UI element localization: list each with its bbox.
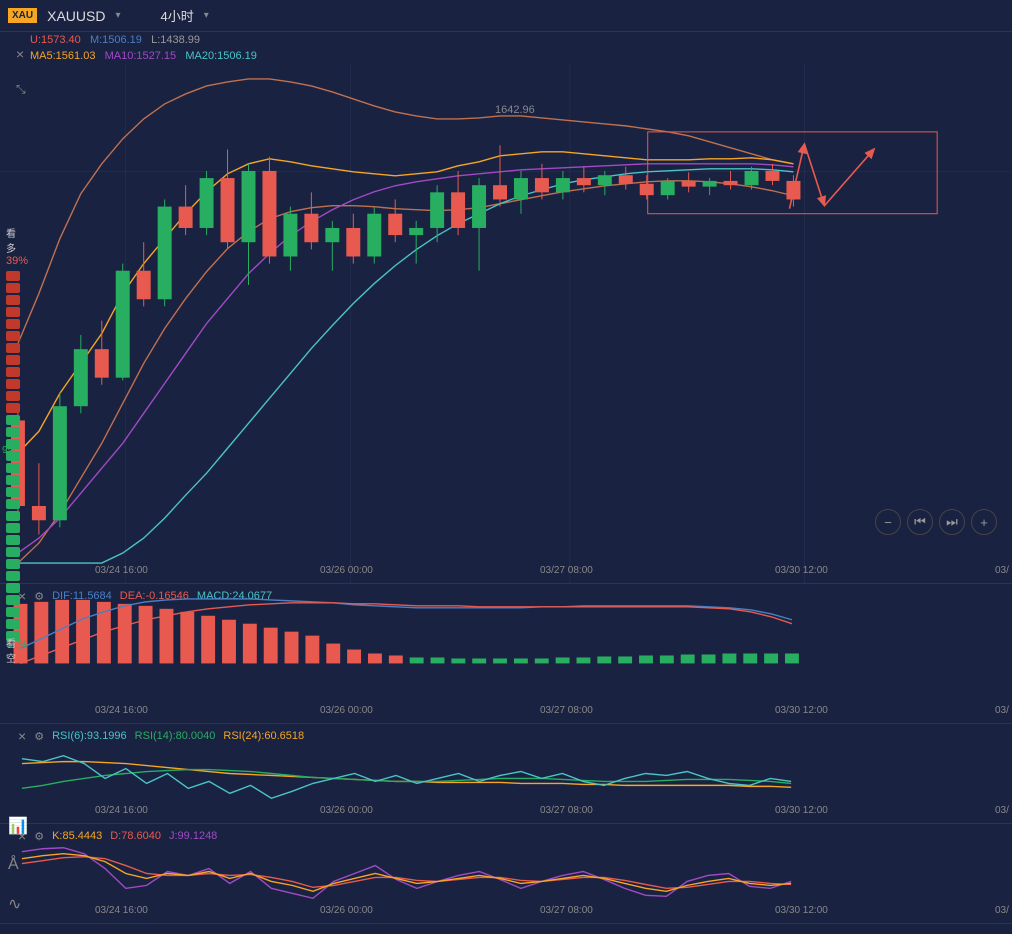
skip-back-button[interactable]: ⏮ bbox=[907, 509, 933, 535]
x-axis: 03/24 16:00 03/26 00:00 03/27 08:00 03/30 1… bbox=[0, 805, 1012, 823]
x-tick: 03/24 16:00 bbox=[95, 905, 148, 916]
macd-panel[interactable]: × ⚙ DIF:11.5684 DEA:-0.16546 MACD:24.067… bbox=[0, 584, 1012, 724]
compass-icon[interactable]: Å bbox=[8, 856, 28, 874]
kdj-panel[interactable]: × ⚙ K:85.4443 D:78.6040 J:99.1248 03/24 … bbox=[0, 824, 1012, 924]
x-tick: 03/26 00:00 bbox=[320, 705, 373, 716]
ohlc-m: M:1506.19 bbox=[90, 34, 142, 46]
x-tick: 03/ bbox=[995, 565, 1009, 576]
ma10-label: MA10:1527.15 bbox=[105, 50, 177, 62]
x-tick: 03/30 12:00 bbox=[775, 905, 828, 916]
close-icon[interactable]: × bbox=[16, 46, 24, 62]
skip-forward-button[interactable]: ⏭ bbox=[939, 509, 965, 535]
x-tick: 03/30 12:00 bbox=[775, 805, 828, 816]
x-tick: 03/30 12:00 bbox=[775, 705, 828, 716]
x-tick: 03/ bbox=[995, 705, 1009, 716]
x-tick: 03/26 00:00 bbox=[320, 805, 373, 816]
chevron-down-icon[interactable]: ▾ bbox=[115, 10, 120, 21]
x-axis: 03/24 16:00 03/26 00:00 03/27 08:00 03/30 1… bbox=[0, 705, 1012, 723]
x-tick: 03/ bbox=[995, 905, 1009, 916]
sentiment-gauge: 看多 39% 99 61% 看空 bbox=[6, 225, 22, 665]
drawing-tools: 📊 Å ∿ bbox=[8, 816, 28, 914]
ma20-label: MA20:1506.19 bbox=[185, 50, 257, 62]
ma5-label: MA5:1561.03 bbox=[30, 50, 95, 62]
symbol-name[interactable]: XAUUSD bbox=[47, 8, 105, 24]
symbol-badge: XAU bbox=[8, 8, 37, 23]
ohlc-readout: U:1573.40 M:1506.19 L:1438.99 bbox=[0, 32, 1012, 48]
chevron-down-icon[interactable]: ▾ bbox=[204, 10, 209, 21]
bar-chart-icon[interactable]: 📊 bbox=[8, 816, 28, 836]
x-tick: 03/27 08:00 bbox=[540, 565, 593, 576]
bear-label: 看空 bbox=[6, 635, 22, 665]
timeframe-selector[interactable]: 4小时 bbox=[161, 6, 194, 25]
x-tick: 03/ bbox=[995, 805, 1009, 816]
x-tick: 03/24 16:00 bbox=[95, 805, 148, 816]
ohlc-l: L:1438.99 bbox=[151, 34, 200, 46]
zoom-controls: − ⏮ ⏭ + bbox=[875, 509, 997, 535]
x-tick: 03/27 08:00 bbox=[540, 805, 593, 816]
ma-readout: MA5:1561.03 MA10:1527.15 MA20:1506.19 bbox=[0, 48, 1012, 64]
zoom-in-button[interactable]: + bbox=[971, 509, 997, 535]
x-tick: 03/27 08:00 bbox=[540, 705, 593, 716]
chart-header: XAU XAUUSD ▾ 4小时 ▾ bbox=[0, 0, 1012, 32]
main-price-chart[interactable]: 1642.96 − ⏮ ⏭ + 03/24 16:0003/26 00:0003… bbox=[0, 64, 1012, 584]
x-tick: 03/30 12:00 bbox=[775, 565, 828, 576]
price-side: 99 bbox=[2, 445, 13, 456]
rsi-panel[interactable]: × ⚙ RSI(6):93.1996 RSI(14):80.0040 RSI(2… bbox=[0, 724, 1012, 824]
price-high-label: 1642.96 bbox=[495, 104, 535, 116]
bull-pct: 39% bbox=[6, 255, 22, 267]
pulse-icon[interactable]: ∿ bbox=[8, 894, 28, 914]
x-tick: 03/26 00:00 bbox=[320, 905, 373, 916]
bull-label: 看多 bbox=[6, 225, 22, 255]
x-tick: 03/27 08:00 bbox=[540, 905, 593, 916]
x-axis: 03/24 16:00 03/26 00:00 03/27 08:00 03/30 1… bbox=[0, 565, 1012, 583]
x-tick: 03/24 16:00 bbox=[95, 705, 148, 716]
zoom-out-button[interactable]: − bbox=[875, 509, 901, 535]
x-axis: 03/24 16:00 03/26 00:00 03/27 08:00 03/30 1… bbox=[0, 905, 1012, 923]
x-tick: 03/24 16:00 bbox=[95, 565, 148, 576]
x-tick: 03/26 00:00 bbox=[320, 565, 373, 576]
ohlc-u: U:1573.40 bbox=[30, 34, 81, 46]
